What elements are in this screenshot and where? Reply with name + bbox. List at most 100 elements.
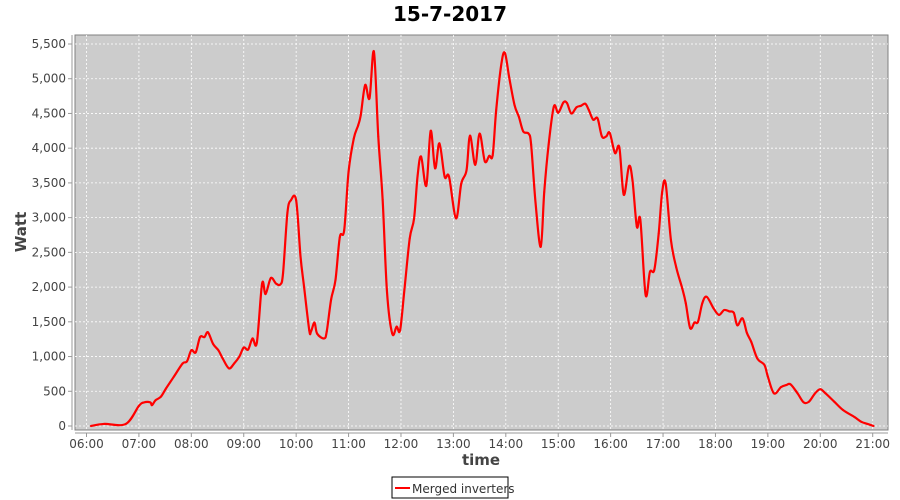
x-axis-label: time xyxy=(462,451,500,469)
data-point xyxy=(513,104,516,107)
data-point xyxy=(500,62,503,65)
data-point xyxy=(605,135,608,138)
data-point xyxy=(522,130,525,133)
data-point xyxy=(212,343,215,346)
data-point xyxy=(190,349,193,352)
data-point xyxy=(631,179,634,182)
data-point xyxy=(425,184,428,187)
y-tick-label: 1,000 xyxy=(32,350,66,364)
data-point xyxy=(443,175,446,178)
data-point xyxy=(534,201,537,204)
data-point xyxy=(562,101,565,104)
data-point xyxy=(185,360,188,363)
x-tick-label: 12:00 xyxy=(384,437,419,451)
data-point xyxy=(600,135,603,138)
data-point xyxy=(766,375,769,378)
data-point xyxy=(614,152,617,155)
data-point xyxy=(495,108,498,111)
data-point xyxy=(233,362,236,365)
data-point xyxy=(468,134,471,137)
data-point xyxy=(299,255,302,258)
data-point xyxy=(303,285,306,288)
x-tick-label: 13:00 xyxy=(436,437,471,451)
x-tick-label: 20:00 xyxy=(803,437,838,451)
y-tick-label: 0 xyxy=(58,419,66,433)
data-point xyxy=(701,302,704,305)
data-point xyxy=(347,170,350,173)
data-point xyxy=(756,357,759,360)
y-tick-label: 4,000 xyxy=(32,141,66,155)
data-point xyxy=(368,97,371,100)
data-point xyxy=(286,211,289,214)
data-point xyxy=(310,330,313,333)
data-point xyxy=(872,425,875,427)
data-point xyxy=(137,404,140,407)
data-point xyxy=(732,311,735,314)
data-point xyxy=(420,155,423,158)
data-point xyxy=(154,399,157,402)
data-point xyxy=(745,331,748,334)
data-point xyxy=(203,336,206,339)
x-tick-label: 17:00 xyxy=(646,437,681,451)
y-tick-label: 2,000 xyxy=(32,280,66,294)
data-point xyxy=(779,386,782,389)
data-point xyxy=(255,341,258,344)
x-tick-label: 21:00 xyxy=(855,437,890,451)
data-point xyxy=(653,268,656,271)
data-point xyxy=(143,401,146,404)
y-tick-label: 5,000 xyxy=(32,72,66,86)
data-point xyxy=(661,190,664,193)
data-point xyxy=(750,340,753,343)
y-axis-label: Watt xyxy=(12,212,30,252)
data-point xyxy=(575,106,578,109)
data-point xyxy=(705,295,708,298)
chart-title: 15-7-2017 xyxy=(393,2,507,26)
data-point xyxy=(308,329,311,332)
x-tick-label: 08:00 xyxy=(174,437,209,451)
data-point xyxy=(102,422,105,425)
data-point xyxy=(391,332,394,335)
data-point xyxy=(334,279,337,282)
data-point xyxy=(717,313,720,316)
data-point xyxy=(728,310,731,313)
data-point xyxy=(438,142,441,145)
data-point xyxy=(429,129,432,132)
data-point xyxy=(517,115,520,118)
data-point xyxy=(530,143,533,146)
data-point xyxy=(357,124,360,127)
x-tick-label: 16:00 xyxy=(593,437,628,451)
data-point xyxy=(681,287,684,290)
legend: Merged inverters xyxy=(391,476,515,499)
y-tick-label: 500 xyxy=(43,384,66,398)
data-point xyxy=(741,317,744,320)
data-point xyxy=(172,375,175,378)
x-tick-label: 14:00 xyxy=(489,437,524,451)
data-point xyxy=(860,420,863,423)
data-point xyxy=(395,325,398,328)
data-point xyxy=(386,290,389,293)
data-point xyxy=(238,355,241,358)
data-point xyxy=(664,182,667,185)
data-point xyxy=(570,112,573,115)
data-point xyxy=(89,425,92,427)
data-point xyxy=(282,272,285,275)
data-point xyxy=(833,400,836,403)
data-point xyxy=(539,245,542,248)
data-point xyxy=(675,265,678,268)
data-point xyxy=(352,137,355,140)
data-point xyxy=(275,282,278,285)
data-point xyxy=(772,392,775,395)
x-tick-label: 15:00 xyxy=(541,437,576,451)
data-point xyxy=(488,154,491,157)
data-point xyxy=(669,238,672,241)
data-point xyxy=(693,321,696,324)
data-point xyxy=(503,52,506,55)
y-tick-label: 2,500 xyxy=(32,245,66,259)
data-point xyxy=(408,237,411,240)
data-point xyxy=(627,165,630,168)
data-point xyxy=(796,392,799,395)
data-point xyxy=(323,337,326,340)
data-point xyxy=(325,330,328,333)
data-point xyxy=(338,236,341,239)
data-point xyxy=(330,298,333,301)
